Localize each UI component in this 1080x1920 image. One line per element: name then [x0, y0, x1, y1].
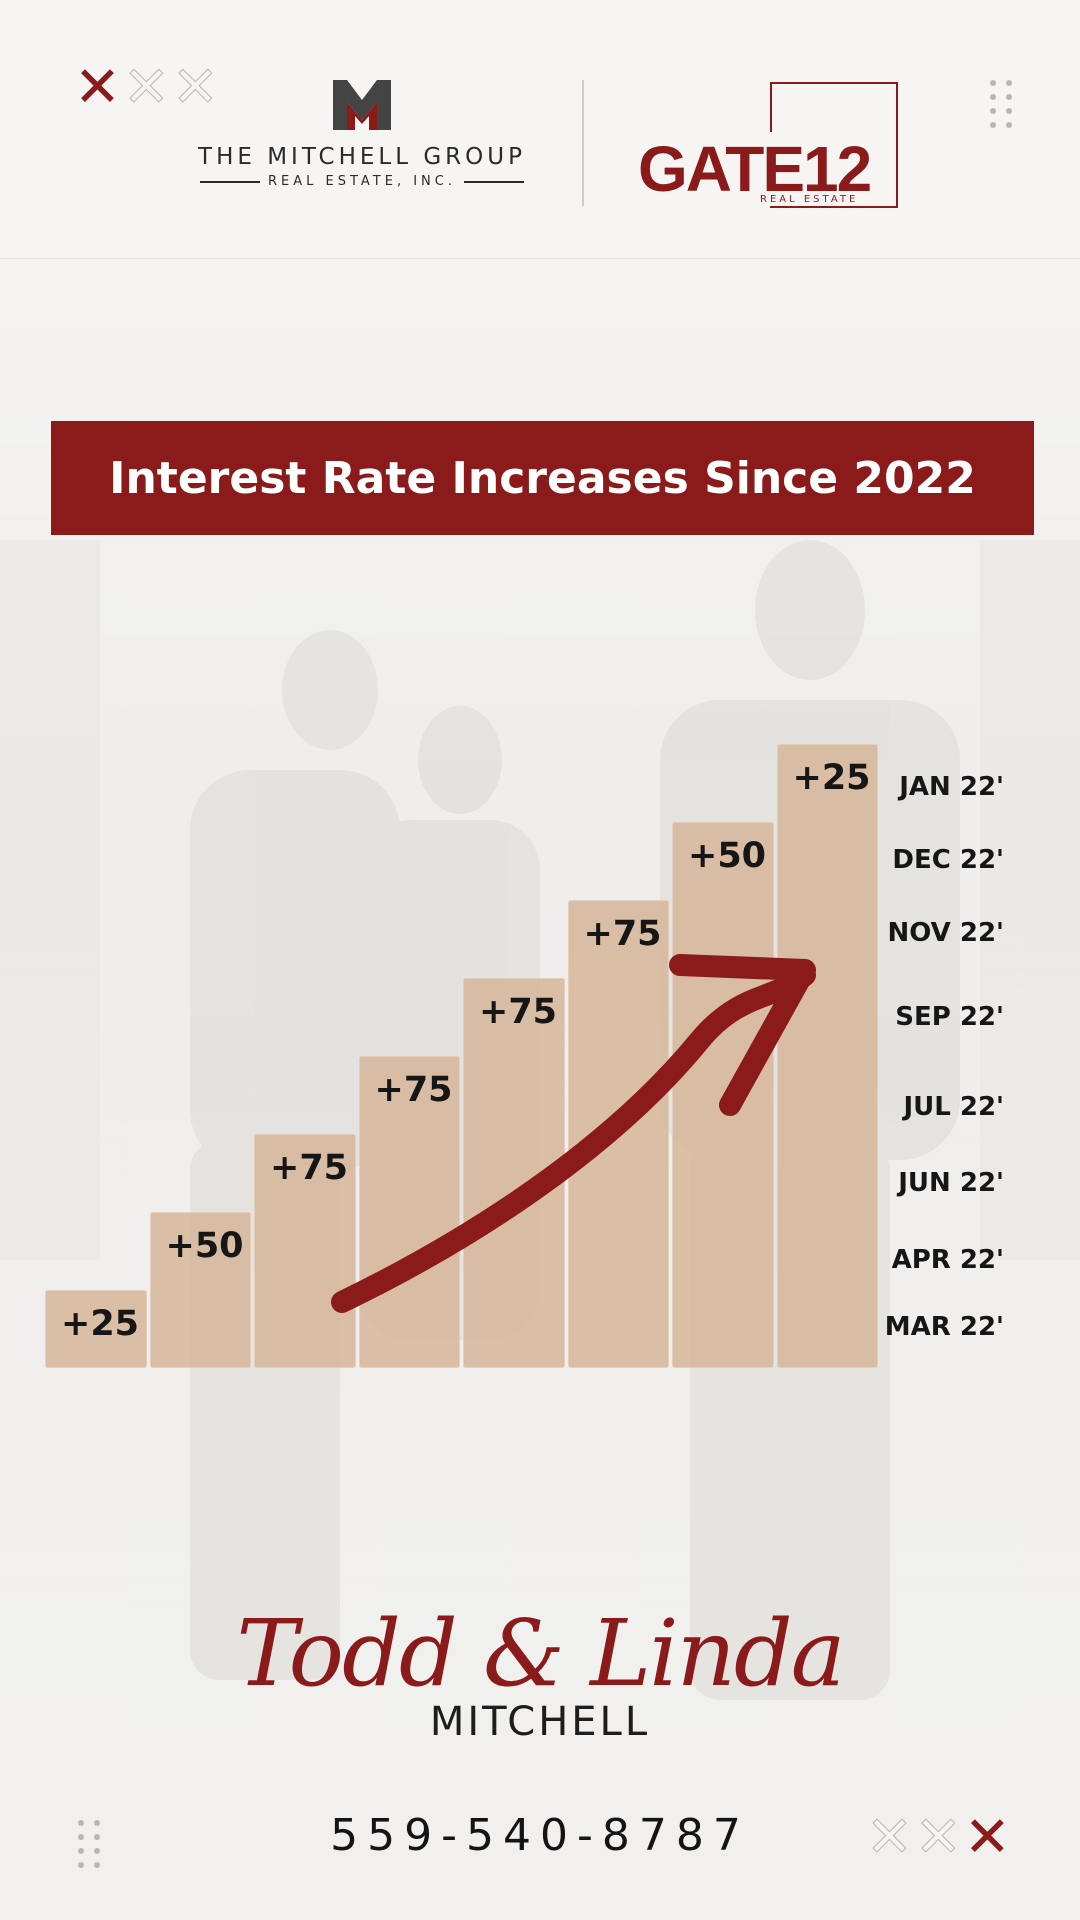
bar-block [672, 822, 774, 1368]
gate12-subtitle: REAL ESTATE [756, 194, 863, 205]
bar-value-label: +75 [583, 914, 662, 954]
month-label: APR 22' [891, 1245, 1004, 1275]
bar-block [567, 900, 669, 1368]
header [0, 0, 1080, 259]
x-marks-icon: ✕ ✕ ✕ [866, 1805, 1011, 1870]
month-label: SEP 22' [895, 1002, 1004, 1032]
agent-names: Todd & Linda MITCHELL [0, 1600, 1080, 1745]
mitchell-group-name: THE MITCHELL GROUP [198, 144, 526, 170]
month-label: NOV 22' [887, 918, 1004, 948]
dot-grid-icon [990, 80, 1012, 128]
gate12-logo: GATE12 REAL ESTATE [638, 82, 898, 208]
mitchell-m-logo-icon [333, 80, 391, 130]
chart-title-bar: Interest Rate Increases Since 2022 [51, 421, 1034, 535]
bar-value-label: +25 [61, 1304, 140, 1344]
bar-value-label: +75 [374, 1070, 453, 1110]
month-label: MAR 22' [884, 1312, 1004, 1342]
mitchell-group-subtitle: REAL ESTATE, INC. [268, 174, 456, 189]
bar-block [776, 744, 878, 1368]
bar-value-label: +50 [688, 836, 767, 876]
month-label: DEC 22' [892, 845, 1004, 875]
mitchell-group-logo: THE MITCHELL GROUP REAL ESTATE, INC. [197, 78, 527, 208]
gate12-name: GATE12 [638, 132, 875, 206]
bar-value-label: +75 [479, 992, 558, 1032]
mitchell-group-sub: REAL ESTATE, INC. [197, 174, 527, 189]
agent-surname: MITCHELL [429, 1699, 651, 1745]
agent-first-names: Todd & Linda [236, 1600, 845, 1707]
bar-value-label: +75 [270, 1148, 349, 1188]
bar-value-label: +25 [792, 758, 871, 798]
bar-block [45, 1290, 147, 1368]
bar-value-label: +50 [165, 1226, 244, 1266]
phone-number: 559-540-8787 [330, 1810, 750, 1861]
month-label: JAN 22' [899, 772, 1004, 802]
dot-grid-icon [78, 1820, 100, 1868]
bar-block [149, 1212, 251, 1368]
month-label: JUN 22' [898, 1168, 1004, 1198]
month-label: JUL 22' [903, 1092, 1004, 1122]
x-marks-icon: ✕ ✕ ✕ [74, 55, 219, 120]
header-divider [582, 80, 584, 206]
chart-title: Interest Rate Increases Since 2022 [109, 452, 976, 504]
bar-block [463, 978, 565, 1368]
